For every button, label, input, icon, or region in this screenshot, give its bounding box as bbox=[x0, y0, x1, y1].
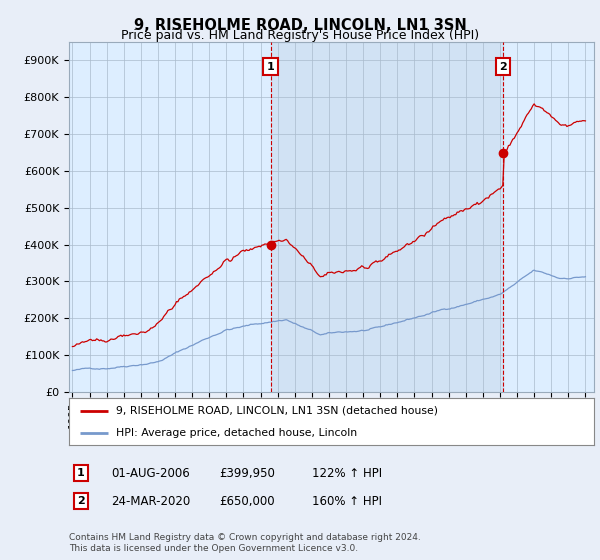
Text: 122% ↑ HPI: 122% ↑ HPI bbox=[312, 466, 382, 480]
Text: 01-AUG-2006: 01-AUG-2006 bbox=[111, 466, 190, 480]
Text: 160% ↑ HPI: 160% ↑ HPI bbox=[312, 494, 382, 508]
Text: £399,950: £399,950 bbox=[219, 466, 275, 480]
Text: 2: 2 bbox=[499, 62, 506, 72]
Text: Price paid vs. HM Land Registry's House Price Index (HPI): Price paid vs. HM Land Registry's House … bbox=[121, 29, 479, 42]
Text: 1: 1 bbox=[77, 468, 85, 478]
Text: 9, RISEHOLME ROAD, LINCOLN, LN1 3SN: 9, RISEHOLME ROAD, LINCOLN, LN1 3SN bbox=[134, 18, 466, 33]
Text: 2: 2 bbox=[77, 496, 85, 506]
Text: £650,000: £650,000 bbox=[219, 494, 275, 508]
Text: 24-MAR-2020: 24-MAR-2020 bbox=[111, 494, 190, 508]
Text: Contains HM Land Registry data © Crown copyright and database right 2024.
This d: Contains HM Land Registry data © Crown c… bbox=[69, 533, 421, 553]
Text: HPI: Average price, detached house, Lincoln: HPI: Average price, detached house, Linc… bbox=[116, 428, 358, 438]
Text: 1: 1 bbox=[266, 62, 274, 72]
Bar bbox=[271, 42, 503, 392]
Text: 9, RISEHOLME ROAD, LINCOLN, LN1 3SN (detached house): 9, RISEHOLME ROAD, LINCOLN, LN1 3SN (det… bbox=[116, 406, 438, 416]
